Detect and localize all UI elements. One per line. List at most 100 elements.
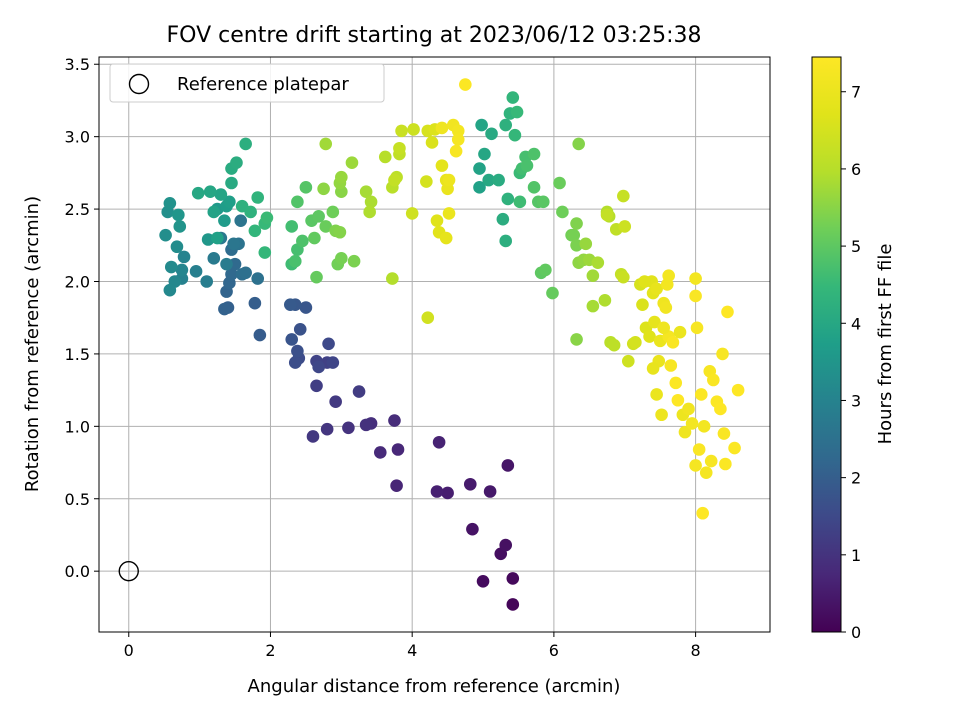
- data-point: [714, 402, 727, 416]
- data-point: [251, 191, 265, 204]
- data-point: [220, 257, 233, 271]
- data-point: [598, 294, 612, 307]
- x-tick-label: 8: [691, 641, 701, 660]
- data-point: [475, 118, 488, 132]
- data-point: [478, 147, 491, 161]
- data-point: [364, 195, 378, 209]
- y-tick-label: 3.5: [65, 55, 90, 74]
- data-point: [473, 162, 486, 175]
- data-point: [308, 231, 321, 245]
- data-point: [248, 296, 262, 310]
- data-point: [395, 124, 408, 138]
- data-point: [485, 127, 498, 141]
- x-axis-ticks: 0 2 4 6 8: [124, 632, 701, 660]
- data-point: [203, 185, 217, 198]
- data-point: [473, 181, 486, 194]
- data-point: [442, 207, 456, 220]
- data-point: [617, 270, 630, 284]
- data-point: [227, 237, 240, 251]
- data-point: [451, 133, 465, 146]
- data-point: [200, 275, 214, 288]
- data-point: [506, 91, 520, 104]
- data-point: [673, 325, 687, 339]
- data-point: [536, 195, 550, 209]
- data-point: [333, 225, 347, 239]
- data-point: [326, 205, 340, 219]
- data-point: [335, 252, 348, 265]
- data-point: [391, 443, 405, 456]
- data-point: [164, 260, 178, 274]
- data-point: [570, 333, 583, 346]
- data-point: [501, 459, 515, 472]
- plot-frame: [98, 56, 771, 633]
- y-tick-label: 0.5: [65, 490, 90, 509]
- data-point: [441, 486, 454, 500]
- data-point: [572, 137, 585, 151]
- x-tick-label: 0: [124, 641, 134, 660]
- data-point: [643, 330, 656, 343]
- colorbar-tick-label: 0: [851, 623, 861, 642]
- data-point: [501, 192, 515, 206]
- colorbar-ticks: 0 1 2 3 4 5 6 7: [841, 83, 861, 642]
- data-point: [329, 395, 342, 409]
- data-point: [664, 359, 678, 372]
- data-point: [662, 269, 675, 283]
- data-point: [466, 522, 479, 536]
- data-point: [689, 459, 702, 472]
- data-point: [175, 263, 189, 277]
- data-point: [659, 301, 673, 314]
- x-axis-label: Angular distance from reference (arcmin): [248, 676, 621, 697]
- data-point: [666, 336, 680, 349]
- data-point: [173, 220, 187, 233]
- data-point: [310, 379, 323, 393]
- data-point: [553, 176, 566, 190]
- data-point: [320, 422, 334, 436]
- colorbar-tick-label: 6: [851, 160, 861, 179]
- data-point: [425, 136, 439, 149]
- data-point: [207, 252, 221, 265]
- colorbar-tick-label: 1: [851, 546, 861, 565]
- data-point: [482, 173, 496, 187]
- data-point: [499, 234, 513, 248]
- data-point: [506, 598, 520, 611]
- data-point: [539, 263, 552, 277]
- data-point: [285, 333, 299, 346]
- data-point: [442, 173, 456, 187]
- y-tick-label: 2.0: [65, 272, 90, 291]
- data-point: [629, 336, 642, 349]
- colorbar-tick-label: 7: [851, 83, 861, 102]
- colorbar-tick-label: 3: [851, 391, 861, 410]
- data-point: [172, 208, 185, 222]
- data-point: [721, 305, 734, 319]
- y-tick-label: 1.5: [65, 345, 90, 364]
- grid-lines: [99, 57, 770, 632]
- data-point: [299, 301, 313, 314]
- data-point: [671, 393, 685, 407]
- data-point: [648, 315, 661, 329]
- data-point: [244, 205, 257, 219]
- data-point: [621, 354, 635, 368]
- data-point: [510, 105, 524, 119]
- y-axis-label: Rotation from reference (arcmin): [22, 196, 43, 492]
- data-point: [239, 266, 252, 280]
- data-point: [291, 195, 304, 209]
- data-point: [248, 224, 262, 238]
- data-point: [225, 267, 238, 281]
- data-point: [636, 298, 649, 311]
- y-tick-label: 1.0: [65, 417, 90, 436]
- data-point: [476, 575, 490, 588]
- data-point: [293, 322, 307, 336]
- data-point: [439, 231, 453, 245]
- data-point: [678, 425, 692, 439]
- data-point: [716, 347, 729, 361]
- y-axis-ticks: 0.0 0.5 1.0 1.5 2.0 2.5 3.0 3.5: [65, 55, 99, 581]
- data-point: [520, 159, 534, 172]
- data-point: [696, 506, 709, 520]
- data-point: [352, 385, 366, 398]
- legend: Reference platepar: [109, 63, 385, 103]
- y-tick-label: 2.5: [65, 200, 90, 219]
- legend-marker: [128, 73, 150, 95]
- data-point: [296, 234, 309, 248]
- data-point: [223, 195, 236, 209]
- data-point: [567, 228, 581, 242]
